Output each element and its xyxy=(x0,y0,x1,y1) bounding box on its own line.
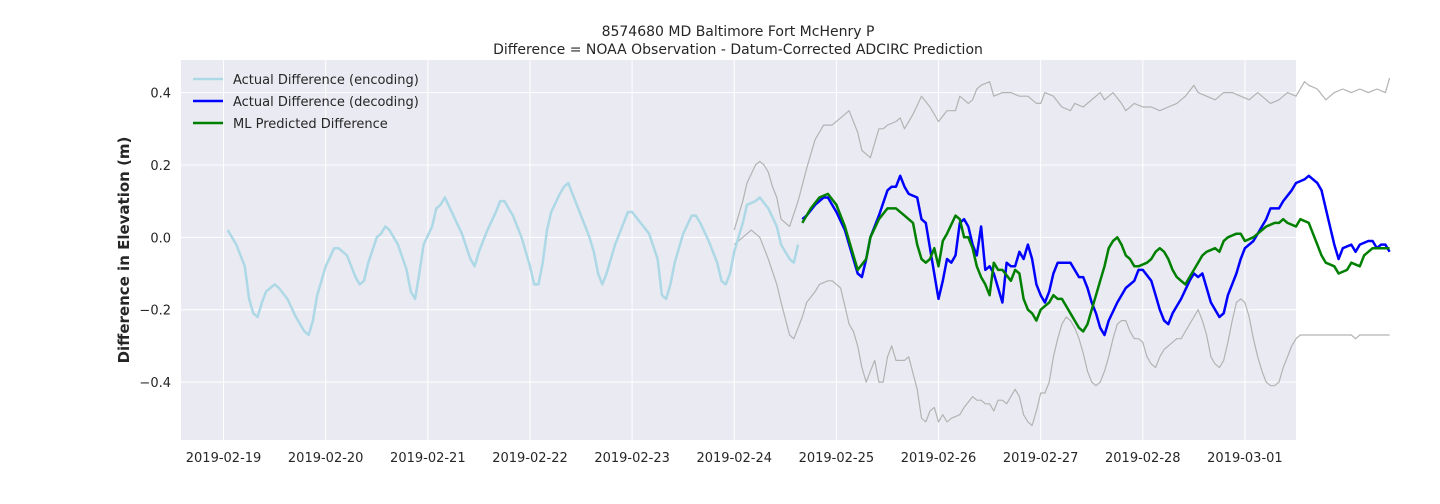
x-tick-label: 2019-02-23 xyxy=(594,451,670,466)
legend-label-encoding: Actual Difference (encoding) xyxy=(233,73,419,88)
predicted-series-line xyxy=(801,192,1390,333)
y-axis-label: Difference in Elevation (m) xyxy=(115,137,133,364)
axis-ticks: 2019-02-19 2019-02-20 2019-02-21 2019-02-22… xyxy=(139,87,1282,466)
lower-bound-line xyxy=(733,229,1390,427)
y-tick-label: 0.2 xyxy=(150,159,171,174)
x-tick-label: 2019-02-21 xyxy=(390,451,466,466)
x-tick-label: 2019-02-20 xyxy=(288,451,364,466)
x-tick-label: 2019-02-27 xyxy=(1003,451,1079,466)
x-tick-label: 2019-02-25 xyxy=(799,451,875,466)
legend-label-decoding: Actual Difference (decoding) xyxy=(233,95,419,110)
y-tick-label: −0.4 xyxy=(139,376,171,391)
x-tick-label: 2019-02-26 xyxy=(901,451,977,466)
encoding-series-line xyxy=(226,181,800,337)
y-tick-label: 0.0 xyxy=(150,231,171,246)
y-tick-label: −0.2 xyxy=(139,304,171,319)
decoding-series-line xyxy=(801,174,1391,337)
y-tick-label: 0.4 xyxy=(150,87,171,102)
plot-background xyxy=(181,60,1296,440)
x-tick-label: 2019-03-01 xyxy=(1207,451,1283,466)
upper-bound-line xyxy=(733,77,1391,231)
legend-label-predicted: ML Predicted Difference xyxy=(233,117,388,132)
x-tick-label: 2019-02-28 xyxy=(1105,451,1181,466)
x-tick-label: 2019-02-19 xyxy=(186,451,262,466)
chart-title: 8574680 MD Baltimore Fort McHenry P xyxy=(602,24,875,40)
x-tick-label: 2019-02-22 xyxy=(492,451,568,466)
x-tick-label: 2019-02-24 xyxy=(696,451,772,466)
series-lines xyxy=(226,77,1391,427)
chart-subtitle: Difference = NOAA Observation - Datum-Co… xyxy=(493,42,983,58)
legend: Actual Difference (encoding) Actual Diff… xyxy=(193,73,419,132)
